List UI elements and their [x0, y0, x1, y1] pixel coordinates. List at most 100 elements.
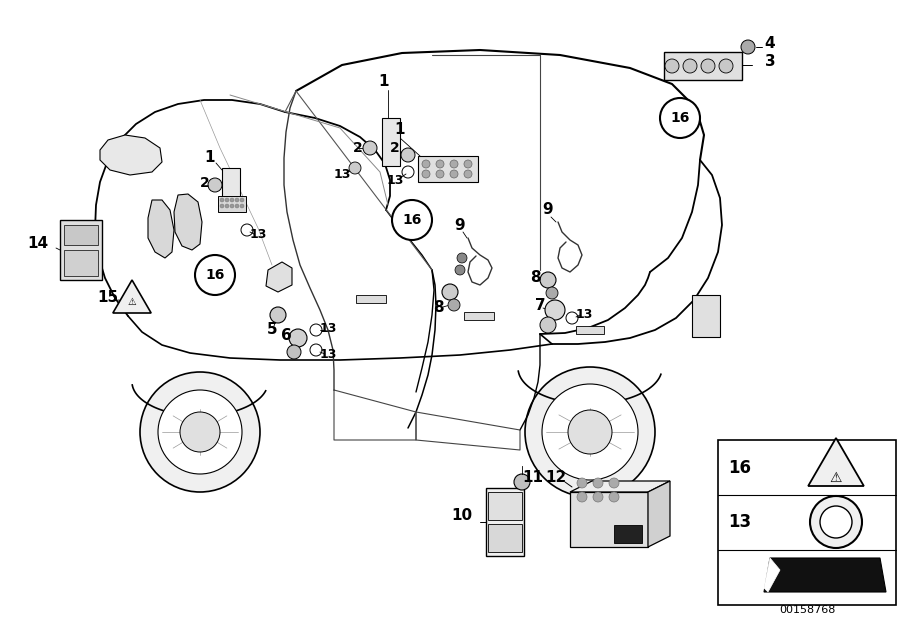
Text: 16: 16: [670, 111, 689, 125]
Circle shape: [436, 170, 444, 178]
Circle shape: [240, 198, 244, 202]
Text: 9: 9: [543, 202, 553, 218]
Text: 2: 2: [353, 141, 363, 155]
Circle shape: [457, 253, 467, 263]
Bar: [382, 118, 400, 166]
Circle shape: [540, 272, 556, 288]
Circle shape: [660, 98, 700, 138]
Circle shape: [235, 198, 239, 202]
Text: 8: 8: [530, 270, 540, 286]
Bar: [218, 196, 246, 212]
Polygon shape: [764, 558, 780, 592]
Text: 6: 6: [281, 329, 292, 343]
Polygon shape: [174, 194, 202, 250]
Circle shape: [448, 299, 460, 311]
Circle shape: [401, 148, 415, 162]
Circle shape: [455, 265, 465, 275]
Polygon shape: [148, 200, 174, 258]
Text: 4: 4: [765, 36, 775, 52]
Text: 1: 1: [205, 151, 215, 165]
Bar: [464, 312, 494, 320]
Circle shape: [235, 204, 239, 208]
Circle shape: [289, 329, 307, 347]
Circle shape: [450, 170, 458, 178]
Circle shape: [810, 496, 862, 548]
Circle shape: [525, 367, 655, 497]
Polygon shape: [808, 438, 864, 486]
Circle shape: [545, 300, 565, 320]
Circle shape: [683, 59, 697, 73]
Circle shape: [392, 200, 432, 240]
Polygon shape: [100, 135, 162, 175]
Circle shape: [287, 345, 301, 359]
Text: ⚠: ⚠: [830, 471, 842, 485]
Circle shape: [225, 198, 229, 202]
Circle shape: [665, 59, 679, 73]
Text: 1: 1: [395, 123, 405, 137]
Bar: [576, 326, 604, 334]
Circle shape: [593, 478, 603, 488]
Circle shape: [593, 492, 603, 502]
Bar: [488, 492, 522, 520]
Text: 2: 2: [390, 141, 400, 155]
Circle shape: [609, 492, 619, 502]
Circle shape: [577, 478, 587, 488]
Text: 16: 16: [402, 213, 422, 227]
Circle shape: [464, 160, 472, 168]
Bar: [664, 52, 742, 80]
Circle shape: [230, 198, 234, 202]
Circle shape: [363, 141, 377, 155]
Circle shape: [820, 506, 852, 538]
Text: 16: 16: [728, 459, 752, 477]
Text: 13: 13: [320, 322, 337, 335]
Circle shape: [436, 160, 444, 168]
Circle shape: [208, 178, 222, 192]
Circle shape: [180, 412, 220, 452]
Circle shape: [741, 40, 755, 54]
Text: 10: 10: [451, 509, 472, 523]
Circle shape: [240, 204, 244, 208]
Polygon shape: [570, 492, 648, 547]
Circle shape: [195, 255, 235, 295]
Text: 13: 13: [575, 307, 593, 321]
Text: 15: 15: [97, 291, 119, 305]
Circle shape: [270, 307, 286, 323]
Circle shape: [450, 160, 458, 168]
Bar: [60, 220, 102, 280]
Bar: [692, 295, 720, 337]
Circle shape: [422, 160, 430, 168]
Bar: [488, 524, 522, 552]
Polygon shape: [266, 262, 292, 292]
Circle shape: [220, 198, 224, 202]
Bar: [64, 225, 98, 245]
Circle shape: [546, 287, 558, 299]
Circle shape: [609, 478, 619, 488]
Polygon shape: [112, 280, 151, 313]
Circle shape: [577, 492, 587, 502]
Bar: [718, 440, 896, 605]
Text: 5: 5: [266, 322, 277, 338]
Text: 11: 11: [523, 469, 544, 485]
Text: 12: 12: [545, 471, 567, 485]
Text: ⚠: ⚠: [128, 297, 137, 307]
Circle shape: [225, 204, 229, 208]
Text: 13: 13: [320, 349, 337, 361]
Text: 13: 13: [249, 228, 266, 242]
Text: 3: 3: [765, 55, 775, 69]
Circle shape: [220, 204, 224, 208]
Bar: [614, 525, 642, 543]
Circle shape: [140, 372, 260, 492]
Text: 00158768: 00158768: [778, 605, 835, 615]
Bar: [356, 295, 386, 303]
Circle shape: [464, 170, 472, 178]
Text: 2: 2: [200, 176, 210, 190]
Bar: [418, 156, 478, 182]
Circle shape: [349, 162, 361, 174]
Circle shape: [540, 317, 556, 333]
Bar: [222, 168, 240, 210]
Polygon shape: [648, 481, 670, 547]
Text: 14: 14: [27, 235, 48, 251]
Polygon shape: [764, 558, 886, 592]
Text: 1: 1: [379, 74, 389, 90]
Bar: [486, 488, 524, 556]
